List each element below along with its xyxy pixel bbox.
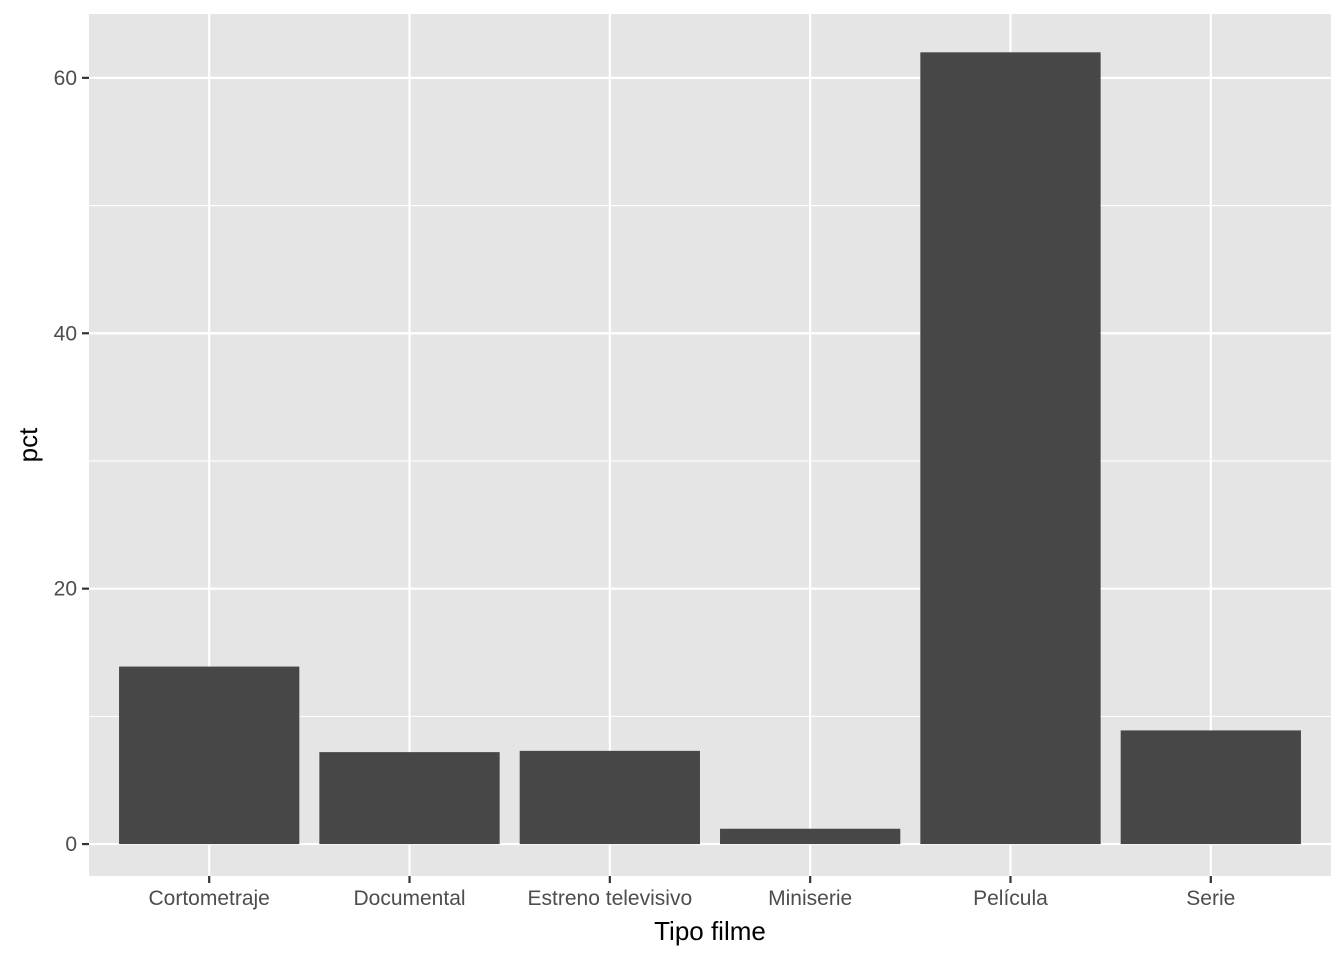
x-tick-label: Serie xyxy=(1186,887,1235,910)
x-tick-label: Película xyxy=(973,887,1048,910)
x-tick-label: Documental xyxy=(353,887,465,910)
bar-serie xyxy=(1120,730,1301,845)
x-tick-label: Cortometraje xyxy=(148,887,269,910)
y-axis: 0 20 40 60 xyxy=(54,67,89,856)
y-tick-label: 40 xyxy=(54,322,77,345)
y-tick-label: 20 xyxy=(54,578,77,601)
bar-estreno-televisivo xyxy=(519,750,700,845)
bar-documental xyxy=(319,752,500,845)
x-axis-title: Tipo filme xyxy=(654,916,766,946)
x-axis: Cortometraje Documental Estreno televisivo… xyxy=(148,876,1235,910)
bar-pel-cula xyxy=(920,52,1101,845)
y-tick-label: 0 xyxy=(65,833,77,856)
bar-miniserie xyxy=(720,828,901,845)
bars xyxy=(119,52,1301,845)
x-tick-label: Estreno televisivo xyxy=(528,887,693,910)
x-tick-label: Miniserie xyxy=(768,887,852,910)
bar-cortometraje xyxy=(119,666,300,845)
y-axis-title: pct xyxy=(13,427,43,462)
y-tick-label: 60 xyxy=(54,67,77,90)
